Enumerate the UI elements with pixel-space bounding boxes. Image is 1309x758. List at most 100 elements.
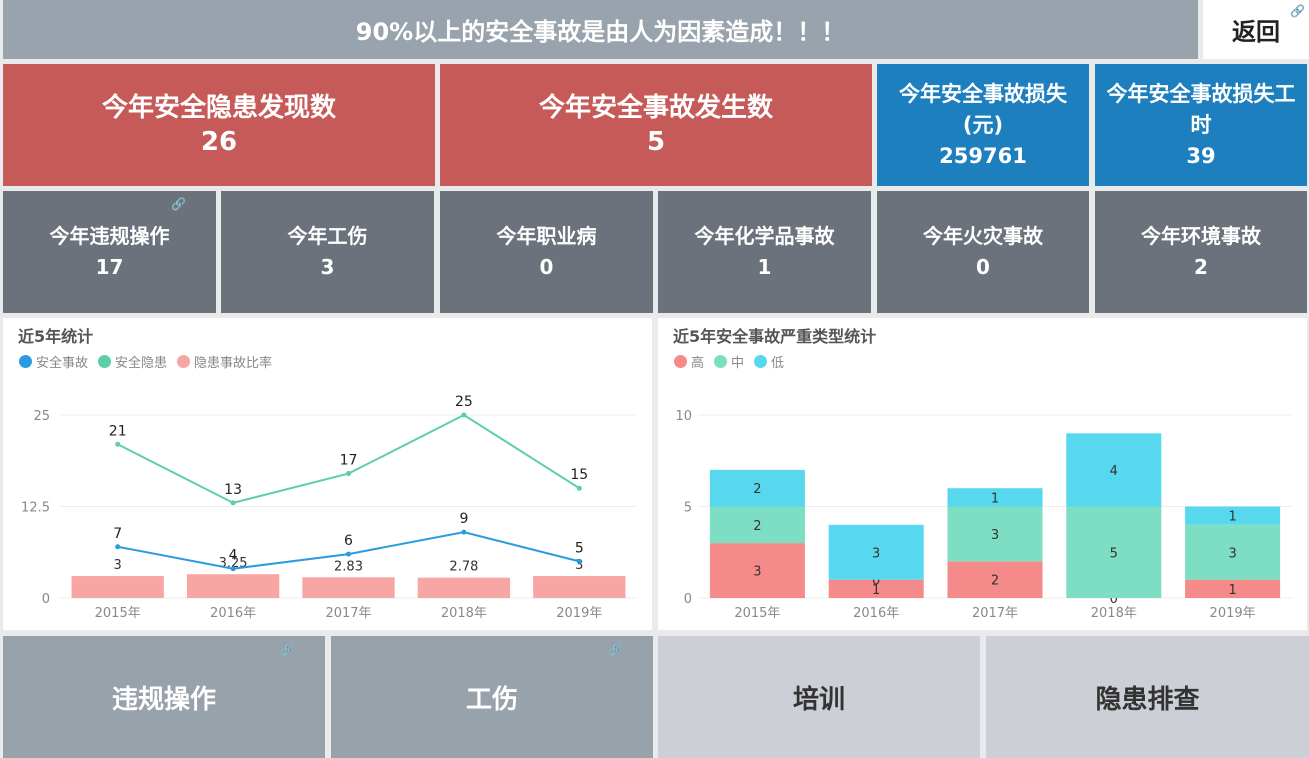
data-point <box>230 566 236 572</box>
banner-text: 90%以上的安全事故是由人为因素造成！！！ <box>355 18 846 46</box>
stacked-bar-segment <box>828 579 924 598</box>
ratio-bar <box>71 576 164 598</box>
stacked-bar-segment <box>947 506 1043 562</box>
legend-item-hazards[interactable]: 安全隐患 <box>98 352 167 371</box>
work-injury-button[interactable]: 🔗 工伤 <box>331 636 653 758</box>
stacked-bar-segment <box>947 561 1043 598</box>
legend-item-low[interactable]: 低 <box>754 352 784 371</box>
segment-data-label: 3 <box>1228 546 1236 561</box>
training-button[interactable]: 培训 <box>658 636 980 758</box>
legend-dot-icon <box>98 355 112 368</box>
kpi-violations[interactable]: 🔗 今年违规操作 17 <box>3 191 216 313</box>
legend-dot-icon <box>19 355 32 368</box>
banner: 90%以上的安全事故是由人为因素造成！！！ <box>3 0 1198 59</box>
stacked-bar-chart: 05102015年3222016年1032017年2312018年0542019… <box>675 409 1292 621</box>
point-data-label: 21 <box>109 423 127 439</box>
segment-data-label: 4 <box>1110 464 1118 479</box>
y-tick-label: 5 <box>684 501 692 516</box>
x-tick-label: 2018年 <box>1091 606 1137 621</box>
stacked-bar-segment <box>947 488 1043 507</box>
kpi-occupational-disease[interactable]: 今年职业病 0 <box>440 191 653 313</box>
segment-data-label: 3 <box>753 565 761 580</box>
kpi-value: 39 <box>1186 143 1216 168</box>
kpi-value: 5 <box>646 127 666 157</box>
data-point <box>576 485 582 491</box>
segment-data-label: 2 <box>991 574 999 589</box>
bar-data-label: 3 <box>114 558 122 573</box>
legend-item-accidents[interactable]: 安全事故 <box>19 352 88 371</box>
point-data-label: 17 <box>340 453 358 469</box>
back-button[interactable]: 返回 🔗 <box>1203 0 1309 59</box>
point-data-label: 9 <box>459 511 468 527</box>
segment-data-label: 2 <box>753 482 761 497</box>
legend-item-ratio[interactable]: 隐患事故比率 <box>177 352 272 371</box>
x-tick-label: 2019年 <box>1210 606 1256 621</box>
ratio-bar <box>533 576 626 598</box>
kpi-value: 17 <box>95 255 124 279</box>
button-label: 培训 <box>792 684 845 715</box>
chart-title: 近5年统计 <box>18 327 94 346</box>
five-year-stats-panel: 近5年统计 安全事故 安全隐患 隐患事故比率 0 12.5 25 2015年 2016年… <box>3 318 652 630</box>
link-icon: 🔗 <box>1290 4 1305 18</box>
violations-button[interactable]: 🔗 违规操作 <box>3 636 325 758</box>
y-tick-label: 0 <box>42 592 50 607</box>
link-icon: 🔗 <box>171 197 186 211</box>
y-tick-label: 0 <box>684 592 692 607</box>
point-data-label: 13 <box>224 482 242 498</box>
kpi-fire-accident[interactable]: 今年火灾事故 0 <box>877 191 1089 313</box>
kpi-chemical-accident[interactable]: 今年化学品事故 1 <box>658 191 871 313</box>
hazard-inspection-button[interactable]: 隐患排查 <box>986 636 1309 758</box>
bar-data-label: 3 <box>575 558 583 573</box>
legend-dot-icon <box>177 355 191 368</box>
stacked-bar-segment <box>1066 433 1162 507</box>
segment-data-label: 1 <box>991 491 999 506</box>
legend-dot-icon <box>754 355 768 368</box>
x-tick-label: 2018年 <box>441 606 487 621</box>
ratio-bar <box>186 574 280 598</box>
kpi-title: 今年安全事故发生数 <box>538 93 773 123</box>
stacked-bar-segment <box>1185 579 1281 598</box>
kpi-environment-accident[interactable]: 今年环境事故 2 <box>1095 191 1307 313</box>
segment-data-label: 2 <box>753 519 761 534</box>
bar-data-label: 2.83 <box>334 559 363 574</box>
segment-data-label: 0 <box>1110 592 1118 607</box>
kpi-accident-loss-yuan[interactable]: 今年安全事故损失(元) 259761 <box>877 64 1089 186</box>
point-data-label: 7 <box>113 526 122 542</box>
legend-item-high[interactable]: 高 <box>674 352 704 371</box>
kpi-value: 3 <box>320 255 335 279</box>
ratio-bar <box>302 577 395 598</box>
kpi-hazards-found[interactable]: 今年安全隐患发现数 26 <box>3 64 435 186</box>
link-icon: 🔗 <box>280 642 295 656</box>
data-point <box>115 441 121 447</box>
point-data-label: 4 <box>229 548 238 564</box>
stacked-bar-segment <box>1185 524 1281 580</box>
x-tick-label: 2015年 <box>95 606 141 621</box>
y-tick-label: 25 <box>33 409 50 424</box>
data-point <box>461 529 467 535</box>
kpi-title: 今年安全事故损失(元) <box>899 81 1067 137</box>
kpi-title: 今年环境事故 <box>1141 224 1261 248</box>
segment-data-label: 1 <box>1228 583 1236 598</box>
data-point <box>230 500 236 506</box>
kpi-accidents-occurred[interactable]: 今年安全事故发生数 5 <box>440 64 872 186</box>
legend-item-medium[interactable]: 中 <box>714 352 744 371</box>
x-tick-label: 2019年 <box>556 606 602 621</box>
legend-label: 安全隐患 <box>115 356 168 371</box>
legend-dot-icon <box>674 355 687 368</box>
kpi-title: 今年违规操作 <box>49 224 170 248</box>
segment-data-label: 0 <box>872 574 880 589</box>
stacked-bar-segment <box>709 469 805 507</box>
button-label: 隐患排查 <box>1095 684 1200 715</box>
data-point <box>115 544 121 550</box>
data-point <box>346 471 351 477</box>
stacked-bar-segment <box>1185 506 1281 525</box>
kpi-accident-loss-hours[interactable]: 今年安全事故损失工时 39 <box>1095 64 1307 186</box>
point-data-label: 5 <box>575 540 584 556</box>
segment-data-label: 5 <box>1110 546 1118 561</box>
button-label: 违规操作 <box>111 684 216 715</box>
chart-legend: 高 中 低 <box>674 352 784 371</box>
stacked-bar-segment <box>709 506 805 544</box>
kpi-value: 2 <box>1194 255 1208 279</box>
kpi-work-injury[interactable]: 今年工伤 3 <box>221 191 434 313</box>
